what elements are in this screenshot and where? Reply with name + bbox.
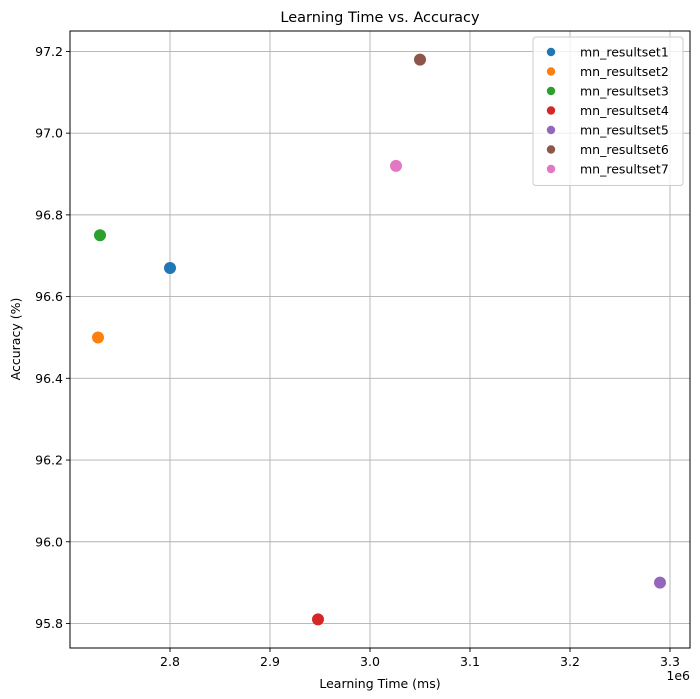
x-axis-ticks: 2.8 2.9 3.0 3.1 3.2 3.3 [160,648,680,669]
y-tick-label: 97.0 [35,126,63,141]
chart-title: Learning Time vs. Accuracy [280,10,480,26]
y-tick-label: 96.4 [35,371,63,386]
legend-entry: mn_resultset7 [580,162,669,177]
legend-entry: mn_resultset3 [580,84,669,99]
legend: mn_resultset1 mn_resultset2 mn_resultset3m… [532,36,684,186]
legend-box [532,36,684,186]
y-tick-label: 96.0 [35,534,63,549]
legend-entry: mn_resultset1 [580,45,669,60]
data-points [92,53,666,626]
y-tick-label: 96.6 [35,289,63,304]
x-axis-label: Learning Time (ms) [319,676,440,691]
legend-marker [546,145,556,154]
x-tick-label: 3.1 [460,654,480,669]
legend-marker [546,106,556,115]
x-tick-label: 3.0 [360,654,380,669]
data-point [312,613,324,626]
legend-marker [546,125,556,135]
x-tick-label: 3.2 [560,654,580,669]
data-point [94,229,106,242]
y-tick-label: 96.2 [35,453,63,468]
data-point [414,53,426,66]
y-tick-label: 95.8 [35,616,63,631]
data-point [92,331,104,344]
x-tick-label: 3.3 [660,654,680,669]
y-axis-label: Accuracy (%) [8,298,23,381]
data-point [654,576,666,589]
x-axis-offset-label: 1e6 [666,668,690,683]
y-axis-ticks: 95.8 96.0 96.2 96.4 96.6 96.8 97.0 97.2 [35,44,70,631]
data-point [390,159,402,172]
data-point [164,261,176,274]
plot-frame [69,30,691,649]
y-tick-label: 96.8 [35,207,63,222]
y-tick-label: 97.2 [35,44,63,59]
legend-marker [546,67,556,76]
legend-entry: mn_resultset5 [580,123,669,138]
legend-marker [546,47,556,57]
legend-entry: mn_resultset4 [580,103,669,118]
legend-marker [546,164,556,174]
legend-marker [546,86,556,96]
x-tick-label: 2.8 [160,654,180,669]
legend-entry: mn_resultset2 [580,64,669,79]
x-tick-label: 2.9 [260,654,280,669]
legend-entry: mn_resultset6 [580,142,669,157]
